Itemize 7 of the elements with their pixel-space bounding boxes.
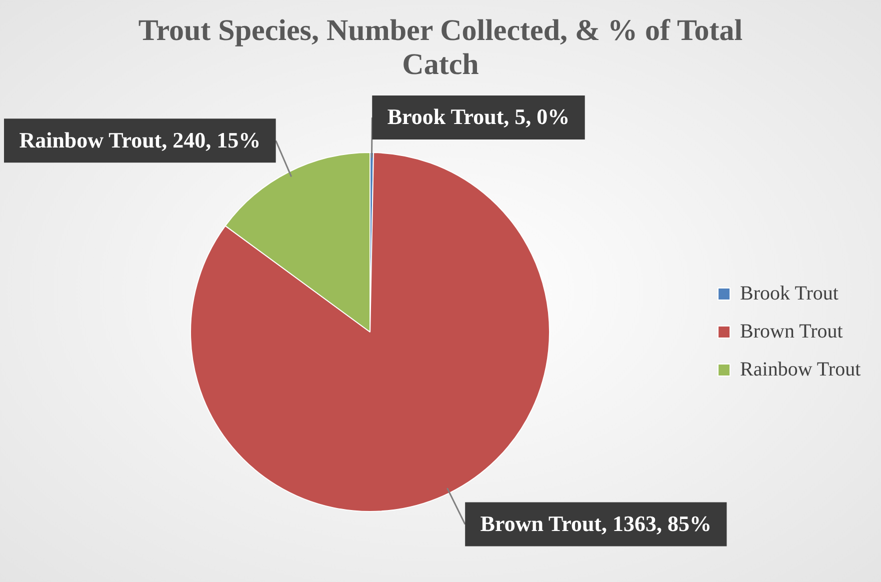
data-label: Brook Trout, 5, 0%: [387, 104, 570, 130]
data-label: Rainbow Trout, 240, 15%: [19, 127, 261, 152]
data-label: Brown Trout, 1363, 85%: [480, 510, 712, 536]
legend-label: Brook Trout: [740, 282, 839, 304]
legend-label: Rainbow Trout: [740, 358, 862, 380]
chart-title: Trout Species, Number Collected, & % of Total Catch: [137, 13, 744, 82]
legend-label: Brown Trout: [740, 320, 844, 342]
